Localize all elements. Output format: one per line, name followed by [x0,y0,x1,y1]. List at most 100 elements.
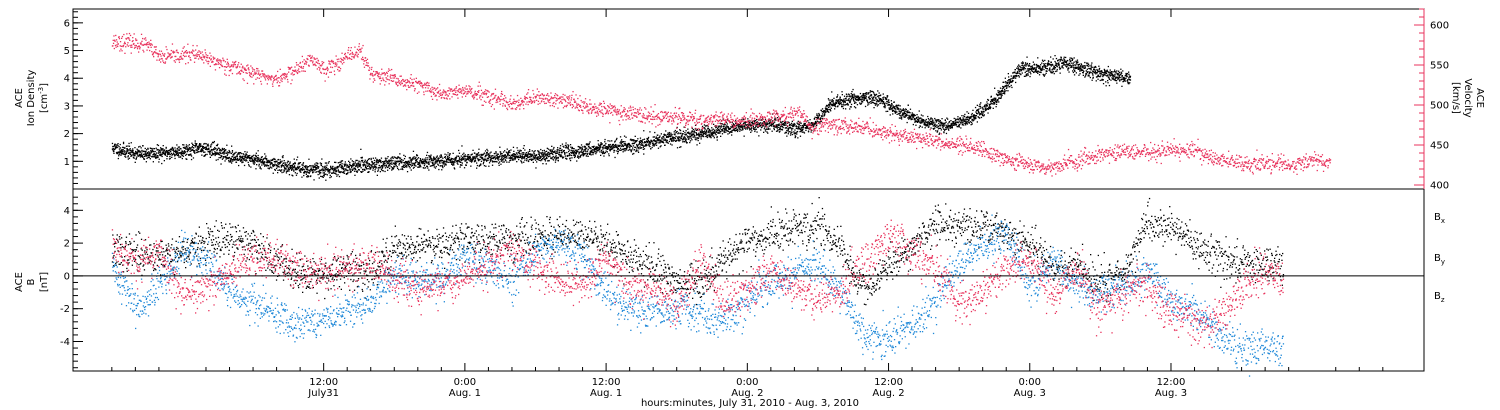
ion-density-point [341,171,343,173]
ion-density-point [950,120,952,122]
ion-density-point [261,156,263,158]
ion-density-point [836,96,838,98]
ion-density-point [325,169,327,171]
ion-density-point [138,151,140,153]
ion-density-point [259,159,261,162]
ion-density-point [649,145,651,148]
ion-density-point [425,157,427,159]
ion-density-point [1017,70,1019,73]
ion-density-point [787,133,789,135]
ion-density-point [1007,84,1009,86]
ion-density-point [192,143,194,146]
ion-density-point [362,170,364,172]
ion-density-point [350,168,352,170]
ion-density-point [324,168,327,170]
ion-density-point [209,151,211,153]
ion-density-point [140,147,142,149]
ion-density-point [351,160,353,162]
ion-density-point [655,140,657,142]
ion-density-point [164,149,166,151]
ion-density-point [196,151,199,153]
ion-density-point [528,158,530,161]
ion-density-point [358,165,360,167]
ion-density-point [125,151,127,153]
ion-density-point [392,156,394,158]
ion-density-point [796,126,798,128]
ion-density-point [569,154,571,156]
ion-density-point [829,108,831,111]
ion-density-point [225,152,228,154]
ion-density-point [212,153,214,156]
ion-density-point [604,138,606,141]
ion-density-point [252,162,254,164]
ion-density-point [182,153,184,155]
ion-density-point [363,162,365,164]
ion-density-point [541,153,543,155]
ion-density-point [244,151,246,153]
ion-density-point [291,174,293,176]
ion-density-point [367,171,370,173]
ion-density-point [236,155,238,158]
ion-density-point [340,166,342,169]
ion-density-point [885,98,888,100]
ion-density-point [323,175,325,177]
ion-density-point [533,153,536,155]
ion-density-point [348,165,351,167]
ion-density-point [352,169,354,171]
ion-density-point [196,143,198,145]
ion-density-point [976,121,978,123]
ion-density-point [980,116,983,119]
ion-density-point [700,136,703,138]
ion-density-point [128,142,130,145]
ion-density-point [239,160,242,162]
ion-density-point [763,131,765,133]
ion-density-point [727,130,729,132]
ion-density-point [616,146,618,148]
ion-density-point [118,146,120,148]
ion-density-point [821,113,824,115]
ion-density-point [525,153,527,155]
ion-density-point [642,139,644,141]
ion-density-point [609,140,611,142]
ion-density-point [165,147,167,149]
ion-density-point [616,137,618,140]
ion-density-point [363,161,366,163]
ion-density-point [254,159,256,162]
ion-density-point [1000,97,1002,99]
ion-density-point [228,149,230,152]
ion-density-point [641,141,643,143]
ion-density-point [958,126,960,128]
ion-density-point [608,144,610,146]
ion-density-point [372,167,374,169]
ion-density-point [364,159,366,161]
ion-density-point [861,98,863,100]
ion-density-point [238,164,240,167]
ion-density-point [269,160,271,163]
ion-density-point [298,166,300,169]
ion-density-point [445,157,447,159]
ion-density-point [963,124,965,126]
ion-density-point [448,155,451,157]
ion-density-point [277,158,280,161]
ion-density-point [884,105,887,107]
ion-density-point [581,148,583,151]
ion-density-point [409,167,411,169]
ion-density-point [191,146,193,148]
ion-density-point [121,151,123,154]
ion-density-point [465,164,467,166]
ion-density-point [849,101,851,104]
ion-density-point [348,160,350,162]
ion-density-point [975,111,977,113]
ion-density-point [282,156,284,159]
ion-density-point [408,166,410,168]
ion-density-point [236,157,239,160]
ion-density-point [468,154,470,156]
ion-density-point [830,99,832,101]
ion-density-point [943,125,945,127]
ion-density-point [850,106,852,108]
ion-density-point [228,156,231,159]
ion-density-point [824,114,826,116]
ion-density-point [116,146,118,149]
ion-density-point [726,123,728,125]
ion-density-point [285,168,287,170]
